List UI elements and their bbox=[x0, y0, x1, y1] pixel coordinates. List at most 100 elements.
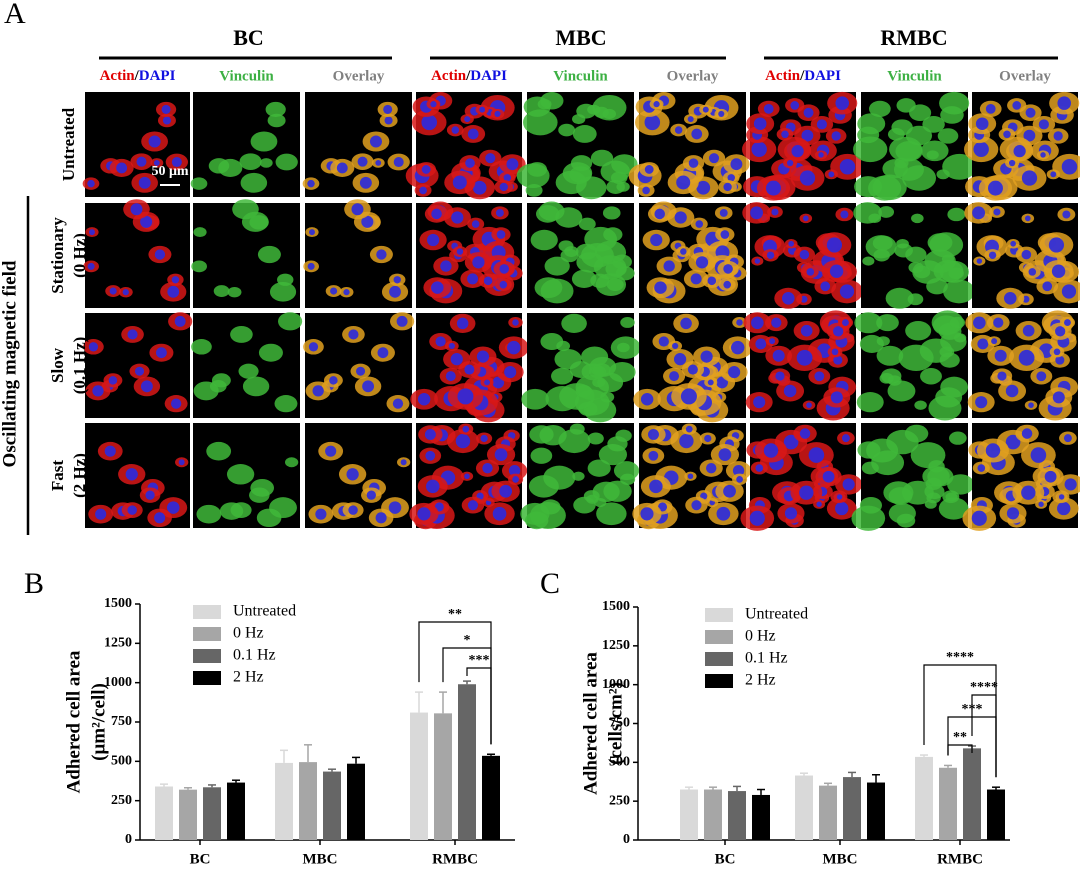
nucleus bbox=[400, 459, 407, 466]
cell bbox=[525, 184, 543, 197]
nucleus bbox=[1010, 240, 1017, 247]
bar bbox=[963, 748, 981, 840]
nucleus bbox=[676, 175, 691, 190]
nucleus bbox=[1022, 324, 1035, 337]
nucleus bbox=[791, 145, 804, 158]
nucleus bbox=[495, 209, 504, 217]
cell bbox=[573, 496, 596, 514]
cell bbox=[551, 367, 574, 385]
nucleus bbox=[464, 473, 470, 480]
nucleus bbox=[127, 505, 137, 515]
nucleus bbox=[769, 338, 776, 345]
nucleus bbox=[1005, 434, 1021, 450]
legend-swatch bbox=[193, 649, 221, 663]
cell bbox=[904, 424, 929, 443]
nucleus bbox=[674, 126, 683, 134]
nucleus bbox=[1003, 130, 1011, 139]
nucleus bbox=[835, 501, 849, 516]
nucleus bbox=[820, 281, 831, 292]
column-label: Vinculin bbox=[887, 68, 942, 84]
cell bbox=[213, 285, 230, 297]
bar bbox=[704, 789, 722, 840]
cell bbox=[949, 431, 967, 445]
bar bbox=[482, 755, 500, 840]
y-tick-label: 750 bbox=[609, 716, 630, 731]
nucleus bbox=[162, 116, 172, 125]
y-tick-label: 0 bbox=[623, 832, 630, 847]
cell bbox=[193, 227, 207, 238]
cell bbox=[947, 207, 966, 222]
nucleus bbox=[315, 508, 327, 520]
nucleus bbox=[109, 287, 117, 295]
nucleus bbox=[496, 230, 506, 239]
legend-swatch bbox=[193, 671, 221, 685]
nucleus bbox=[1003, 291, 1017, 305]
nucleus bbox=[138, 176, 151, 189]
nucleus bbox=[1021, 249, 1032, 260]
cell bbox=[926, 278, 948, 295]
nucleus bbox=[973, 316, 986, 330]
nucleus bbox=[348, 329, 359, 340]
cell bbox=[902, 165, 937, 191]
nucleus bbox=[716, 376, 728, 389]
nucleus bbox=[479, 106, 486, 113]
nucleus bbox=[680, 248, 687, 255]
nucleus bbox=[476, 350, 490, 363]
nucleus bbox=[359, 176, 372, 189]
nucleus bbox=[690, 273, 702, 285]
nucleus bbox=[658, 336, 669, 347]
nucleus bbox=[452, 175, 467, 190]
row-label: Untreated bbox=[59, 107, 78, 181]
nucleus bbox=[356, 366, 366, 376]
nucleus bbox=[467, 500, 478, 511]
nucleus bbox=[700, 350, 713, 363]
nucleus bbox=[1038, 119, 1049, 130]
cell bbox=[544, 256, 570, 276]
nucleus bbox=[480, 434, 488, 443]
nucleus bbox=[492, 506, 507, 521]
cell bbox=[259, 158, 273, 168]
y-tick-label: 1000 bbox=[104, 675, 132, 690]
bar bbox=[867, 782, 885, 840]
nucleus bbox=[994, 349, 1007, 362]
nucleus bbox=[695, 220, 704, 228]
cell bbox=[869, 100, 891, 118]
bar bbox=[728, 791, 746, 840]
nucleus bbox=[839, 284, 855, 299]
nucleus bbox=[127, 329, 138, 340]
nucleus bbox=[494, 448, 508, 461]
legend-label: 0.1 Hz bbox=[233, 647, 276, 664]
cell bbox=[911, 213, 924, 224]
nucleus bbox=[654, 281, 667, 294]
panel-label: B bbox=[24, 567, 44, 600]
nucleus bbox=[728, 366, 741, 379]
nucleus bbox=[696, 180, 711, 195]
cell bbox=[227, 286, 242, 298]
nucleus bbox=[171, 157, 182, 168]
nucleus bbox=[1052, 391, 1065, 404]
cell bbox=[534, 277, 563, 299]
cell bbox=[939, 346, 955, 358]
nucleus bbox=[134, 366, 145, 376]
nucleus bbox=[755, 338, 767, 350]
nucleus bbox=[781, 291, 795, 305]
nucleus bbox=[991, 338, 998, 345]
nucleus bbox=[988, 251, 997, 259]
nucleus bbox=[482, 462, 493, 474]
cell bbox=[914, 400, 927, 410]
nucleus bbox=[765, 180, 781, 196]
cell bbox=[267, 113, 286, 128]
nucleus bbox=[154, 249, 166, 260]
nucleus bbox=[695, 256, 709, 269]
column-label: Actin/DAPI bbox=[765, 68, 841, 84]
side-label: Oscillating magnetic field bbox=[0, 260, 20, 467]
nucleus bbox=[483, 276, 493, 286]
nucleus bbox=[766, 251, 775, 259]
nucleus bbox=[431, 281, 444, 294]
nucleus bbox=[396, 315, 408, 327]
nucleus bbox=[174, 315, 186, 327]
nucleus bbox=[831, 131, 841, 141]
nucleus bbox=[1048, 237, 1065, 253]
nucleus bbox=[361, 215, 374, 228]
nucleus bbox=[1061, 159, 1078, 175]
